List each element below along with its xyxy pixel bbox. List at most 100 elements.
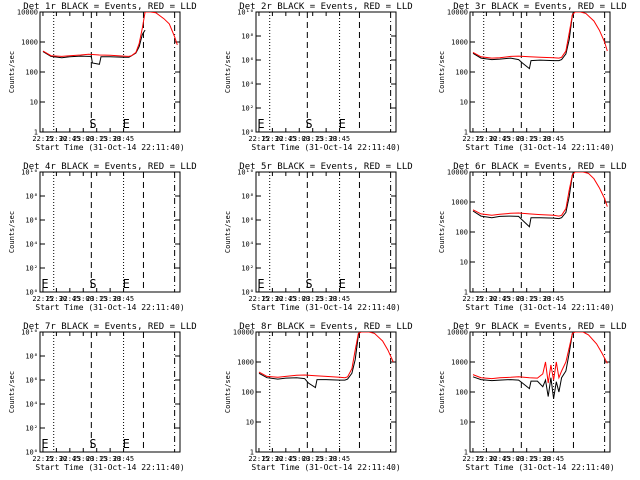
y-tick-label: 1000: [21, 39, 38, 47]
x-tick-label: 22:45: [489, 135, 510, 143]
x-tick-label: 22:45: [275, 295, 296, 303]
x-axis-label: Start Time (31-Oct-14 22:11:40): [251, 303, 400, 312]
y-tick-label: 10: [460, 419, 468, 427]
x-tick-label: 23:30: [100, 295, 121, 303]
y-axis-label: Counts/sec: [224, 211, 232, 253]
x-tick-label: 23:00: [289, 295, 310, 303]
y-tick-label: 10⁴: [241, 241, 254, 249]
y-tick-label: 10000: [17, 9, 38, 17]
series-line-events: [472, 172, 574, 228]
y-tick-label: 1: [464, 449, 468, 457]
plot-frame: [469, 11, 611, 133]
series-line-events: [472, 332, 574, 399]
y-tick-label: 10000: [233, 329, 254, 337]
x-tick-label: 23:30: [530, 455, 551, 463]
panel-title: Det 3r BLACK = Events, RED = LLD: [453, 2, 626, 12]
y-tick-label: 10²: [25, 265, 38, 273]
y-tick-label: 10¹⁰: [237, 9, 254, 17]
x-tick-label: 23:15: [302, 455, 323, 463]
panel-title: Det 2r BLACK = Events, RED = LLD: [239, 2, 412, 12]
x-tick-label: 22:45: [275, 455, 296, 463]
y-tick-label: 10: [246, 419, 254, 427]
start-marker: S: [305, 117, 312, 131]
x-tick-label: 22:45: [59, 135, 80, 143]
x-tick-label: 23:45: [329, 135, 350, 143]
plot-frame: [469, 331, 611, 453]
series-line-events: [258, 332, 360, 389]
x-tick-label: 23:15: [86, 135, 107, 143]
panel-title: Det 7r BLACK = Events, RED = LLD: [23, 322, 196, 332]
y-tick-label: 10¹⁰: [21, 169, 38, 177]
end-marker: E: [123, 437, 130, 451]
series-line-lld: [472, 12, 608, 59]
x-tick-label: 22:30: [46, 455, 67, 463]
x-tick-label: 23:00: [73, 295, 94, 303]
y-tick-label: 10: [30, 99, 38, 107]
x-tick-label: 23:00: [503, 135, 524, 143]
x-tick-label: 23:45: [543, 295, 564, 303]
x-tick-label: 23:00: [289, 135, 310, 143]
x-tick-label: 23:30: [316, 455, 337, 463]
y-axis-label: Counts/sec: [438, 211, 446, 253]
x-tick-label: 22:15: [248, 135, 269, 143]
y-tick-label: 1000: [237, 359, 254, 367]
y-axis-label: Counts/sec: [438, 371, 446, 413]
x-tick-label: 22:30: [262, 455, 283, 463]
y-tick-label: 10⁴: [241, 81, 254, 89]
y-tick-label: 10¹⁰: [237, 169, 254, 177]
x-tick-label: 22:30: [476, 295, 497, 303]
panel-title: Det 6r BLACK = Events, RED = LLD: [453, 162, 626, 172]
detector-panel: Det 2r BLACK = Events, RED = LLD22:1522:…: [224, 2, 413, 152]
plot-frame: [39, 11, 181, 133]
x-tick-label: 22:15: [32, 455, 53, 463]
y-tick-label: 1000: [451, 39, 468, 47]
detector-panel: Det 8r BLACK = Events, RED = LLD22:1522:…: [224, 322, 413, 472]
y-tick-label: 100: [25, 69, 38, 77]
x-tick-label: 23:45: [113, 455, 134, 463]
start-marker: S: [89, 437, 96, 451]
x-axis-label: Start Time (31-Oct-14 22:11:40): [251, 143, 400, 152]
x-tick-label: 22:15: [462, 135, 483, 143]
y-tick-label: 10000: [447, 9, 468, 17]
y-tick-label: 10⁶: [25, 377, 38, 385]
y-tick-label: 10: [460, 259, 468, 267]
x-axis-label: Start Time (31-Oct-14 22:11:40): [465, 463, 614, 472]
panel-title: Det 9r BLACK = Events, RED = LLD: [453, 322, 626, 332]
x-tick-label: 22:30: [46, 295, 67, 303]
y-tick-label: 10⁶: [241, 217, 254, 225]
x-tick-label: 23:15: [86, 455, 107, 463]
x-tick-label: 23:15: [516, 135, 537, 143]
x-tick-label: 22:30: [476, 135, 497, 143]
detector-panel: Det 9r BLACK = Events, RED = LLD22:1522:…: [438, 322, 627, 472]
y-axis-label: Counts/sec: [8, 51, 16, 93]
end-marker: E: [339, 117, 346, 131]
edge-marker: E: [41, 437, 48, 451]
plot-frame: [39, 171, 181, 293]
y-tick-label: 10²: [241, 105, 254, 113]
x-tick-label: 23:30: [530, 295, 551, 303]
y-tick-label: 100: [455, 389, 468, 397]
x-tick-label: 22:45: [489, 455, 510, 463]
x-tick-label: 23:45: [113, 135, 134, 143]
panel-title: Det 8r BLACK = Events, RED = LLD: [239, 322, 412, 332]
x-tick-label: 23:30: [530, 135, 551, 143]
x-tick-label: 23:00: [289, 455, 310, 463]
x-tick-label: 23:45: [543, 135, 564, 143]
x-axis-label: Start Time (31-Oct-14 22:11:40): [465, 143, 614, 152]
y-tick-label: 10⁴: [25, 241, 38, 249]
plot-frame: [255, 11, 397, 133]
y-tick-label: 10⁶: [241, 57, 254, 65]
plot-frame: [39, 331, 181, 453]
x-tick-label: 23:00: [503, 295, 524, 303]
x-tick-label: 22:30: [262, 295, 283, 303]
detector-panel: Det 1r BLACK = Events, RED = LLD22:1522:…: [8, 2, 197, 152]
series-line-lld: [472, 172, 608, 217]
panel-title: Det 1r BLACK = Events, RED = LLD: [23, 2, 196, 12]
series-line-lld: [42, 12, 178, 57]
y-tick-label: 100: [241, 389, 254, 397]
y-tick-label: 1: [464, 289, 468, 297]
panel-title: Det 5r BLACK = Events, RED = LLD: [239, 162, 412, 172]
end-marker: E: [123, 117, 130, 131]
detector-panel: Det 4r BLACK = Events, RED = LLD22:1522:…: [8, 162, 197, 312]
